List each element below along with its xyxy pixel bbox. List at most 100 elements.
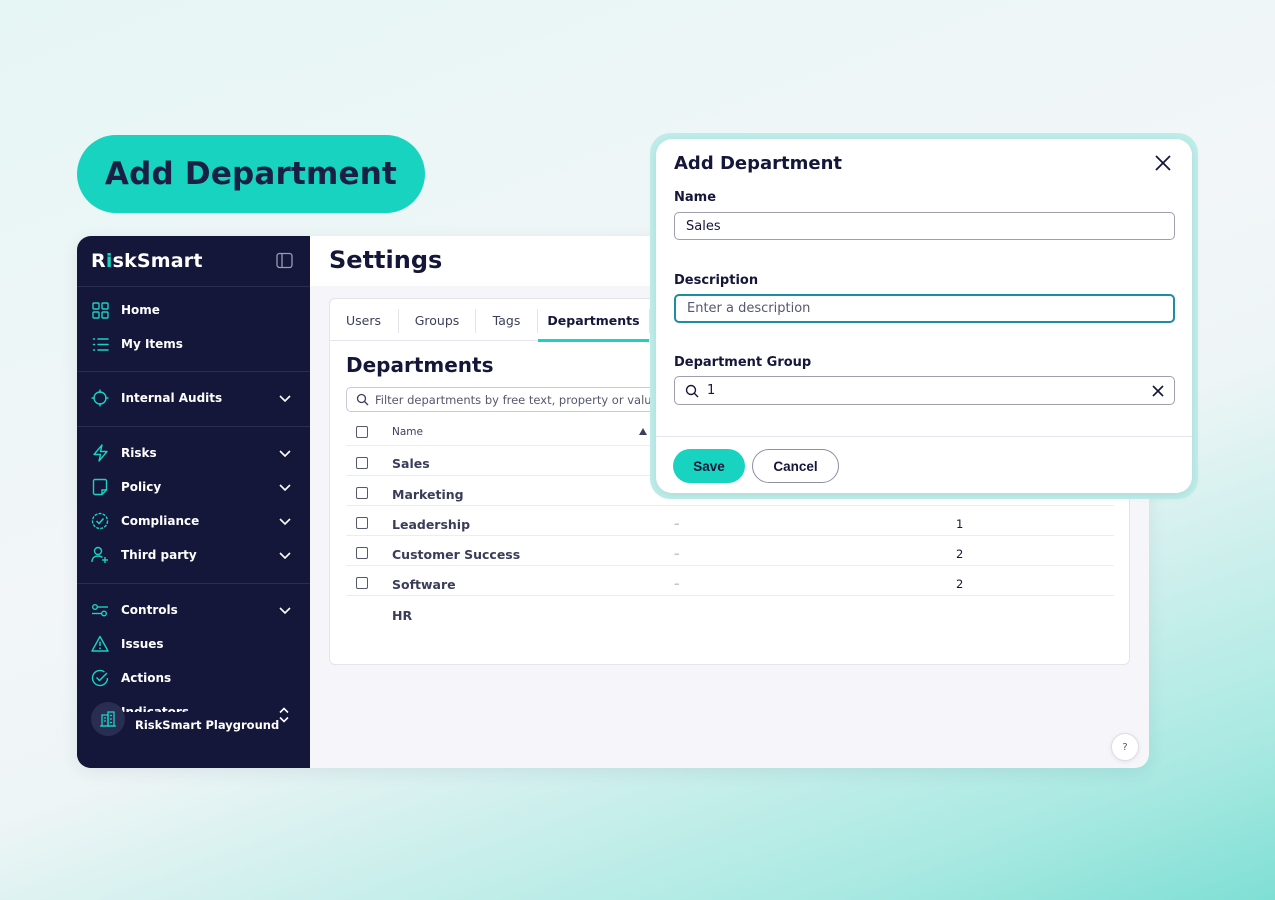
document-icon	[91, 478, 109, 496]
add-department-banner: Add Department	[77, 135, 425, 213]
add-department-dialog: Add Department Name Description Departme…	[656, 139, 1192, 493]
department-description: –	[674, 547, 680, 560]
sidebar-item-issues[interactable]: Issues	[91, 631, 296, 657]
sidebar-item-label: Third party	[121, 548, 197, 562]
description-field[interactable]	[674, 294, 1175, 323]
sidebar-item-label: Issues	[121, 637, 164, 651]
list-icon	[91, 335, 109, 353]
save-button[interactable]: Save	[673, 449, 745, 483]
sidebar-collapse-icon[interactable]	[276, 252, 293, 269]
sidebar-item-policy[interactable]: Policy	[91, 474, 296, 500]
row-divider	[346, 535, 1114, 536]
sidebar-item-internal-audits[interactable]: Internal Audits	[91, 385, 296, 411]
grid-icon	[91, 301, 109, 319]
badge-check-icon	[91, 512, 109, 530]
department-name[interactable]: Sales	[392, 456, 430, 471]
department-name[interactable]: Customer Success	[392, 547, 521, 562]
warning-icon	[91, 635, 109, 653]
department-description: –	[674, 577, 680, 590]
chevron-up-down-icon[interactable]	[277, 706, 291, 724]
sidebar-item-risks[interactable]: Risks	[91, 440, 296, 466]
sort-ascending-icon[interactable]	[638, 427, 648, 436]
chevron-down-icon[interactable]	[278, 446, 292, 460]
row-divider	[346, 595, 1114, 596]
sidebar-item-label: Controls	[121, 603, 178, 617]
row-checkbox[interactable]	[356, 547, 368, 559]
name-field[interactable]	[674, 212, 1175, 240]
help-button[interactable]: ?	[1111, 733, 1139, 761]
chevron-down-icon[interactable]	[278, 514, 292, 528]
sidebar-item-my-items[interactable]: My Items	[91, 331, 296, 357]
filter-placeholder: Filter departments by free text, propert…	[375, 392, 659, 407]
description-label: Description	[674, 273, 759, 288]
chevron-down-icon[interactable]	[278, 391, 292, 405]
department-name[interactable]: Marketing	[392, 487, 464, 502]
page-title: Settings	[329, 246, 443, 274]
sidebar-item-label: Risks	[121, 446, 157, 460]
check-circle-icon	[91, 669, 109, 687]
row-divider	[346, 565, 1114, 566]
sidebar-divider	[77, 286, 310, 287]
tab-divider	[475, 309, 476, 333]
sidebar-item-label: Actions	[121, 671, 172, 685]
sliders-icon	[91, 601, 109, 619]
target-icon	[91, 389, 109, 407]
sidebar-item-label: My Items	[121, 337, 183, 351]
department-count: 2	[956, 547, 964, 561]
tab-tags[interactable]: Tags	[492, 312, 521, 328]
tab-divider	[649, 309, 650, 333]
chevron-down-icon[interactable]	[278, 548, 292, 562]
section-title: Departments	[346, 353, 494, 377]
sidebar-item-home[interactable]: Home	[91, 297, 296, 323]
sidebar-divider	[77, 583, 310, 584]
sidebar-item-label: Home	[121, 303, 160, 317]
sidebar-item-label: Internal Audits	[121, 391, 223, 405]
department-name[interactable]: Software	[392, 577, 456, 592]
bolt-icon	[91, 444, 109, 462]
sidebar-divider	[77, 426, 310, 427]
tab-divider	[398, 309, 399, 333]
sidebar-item-compliance[interactable]: Compliance	[91, 508, 296, 534]
org-switcher[interactable]: RiskSmart Playground	[77, 702, 310, 768]
department-group-value: 1	[707, 383, 716, 398]
tab-departments[interactable]: Departments	[538, 299, 649, 342]
dialog-footer-divider	[656, 436, 1192, 437]
row-checkbox[interactable]	[356, 457, 368, 469]
sidebar-item-third-party[interactable]: Third party	[91, 542, 296, 568]
row-divider	[346, 505, 1114, 506]
dialog-title: Add Department	[674, 153, 843, 174]
row-checkbox[interactable]	[356, 517, 368, 529]
department-group-label: Department Group	[674, 355, 812, 370]
sidebar-item-label: Compliance	[121, 514, 200, 528]
search-icon	[356, 393, 369, 406]
row-checkbox[interactable]	[356, 577, 368, 589]
department-count: 1	[956, 517, 964, 531]
department-count: 2	[956, 577, 964, 591]
department-group-select[interactable]: 1	[674, 376, 1175, 405]
clear-icon[interactable]	[1151, 384, 1165, 398]
filter-input[interactable]: Filter departments by free text, propert…	[346, 387, 666, 412]
tab-groups[interactable]: Groups	[414, 312, 460, 328]
brand-logo: RiskSmart	[91, 250, 203, 272]
department-name[interactable]: Leadership	[392, 517, 471, 532]
select-all-checkbox[interactable]	[356, 426, 368, 438]
building-icon	[91, 702, 125, 736]
search-icon	[685, 384, 699, 398]
tab-users[interactable]: Users	[345, 312, 381, 328]
user-plus-icon	[91, 546, 109, 564]
sidebar-item-controls[interactable]: Controls	[91, 597, 296, 623]
name-label: Name	[674, 190, 717, 205]
department-name[interactable]: HR	[392, 608, 413, 623]
department-description: –	[674, 517, 680, 530]
sidebar: RiskSmart Home My Items Internal Audits	[77, 236, 310, 768]
close-icon[interactable]	[1154, 154, 1172, 172]
org-name: RiskSmart Playground	[135, 718, 280, 732]
row-checkbox[interactable]	[356, 487, 368, 499]
sidebar-item-actions[interactable]: Actions	[91, 665, 296, 691]
cancel-button[interactable]: Cancel	[752, 449, 839, 483]
sidebar-item-label: Policy	[121, 480, 162, 494]
sidebar-divider	[77, 371, 310, 372]
chevron-down-icon[interactable]	[278, 480, 292, 494]
column-header-name[interactable]: Name	[392, 426, 423, 438]
chevron-down-icon[interactable]	[278, 603, 292, 617]
